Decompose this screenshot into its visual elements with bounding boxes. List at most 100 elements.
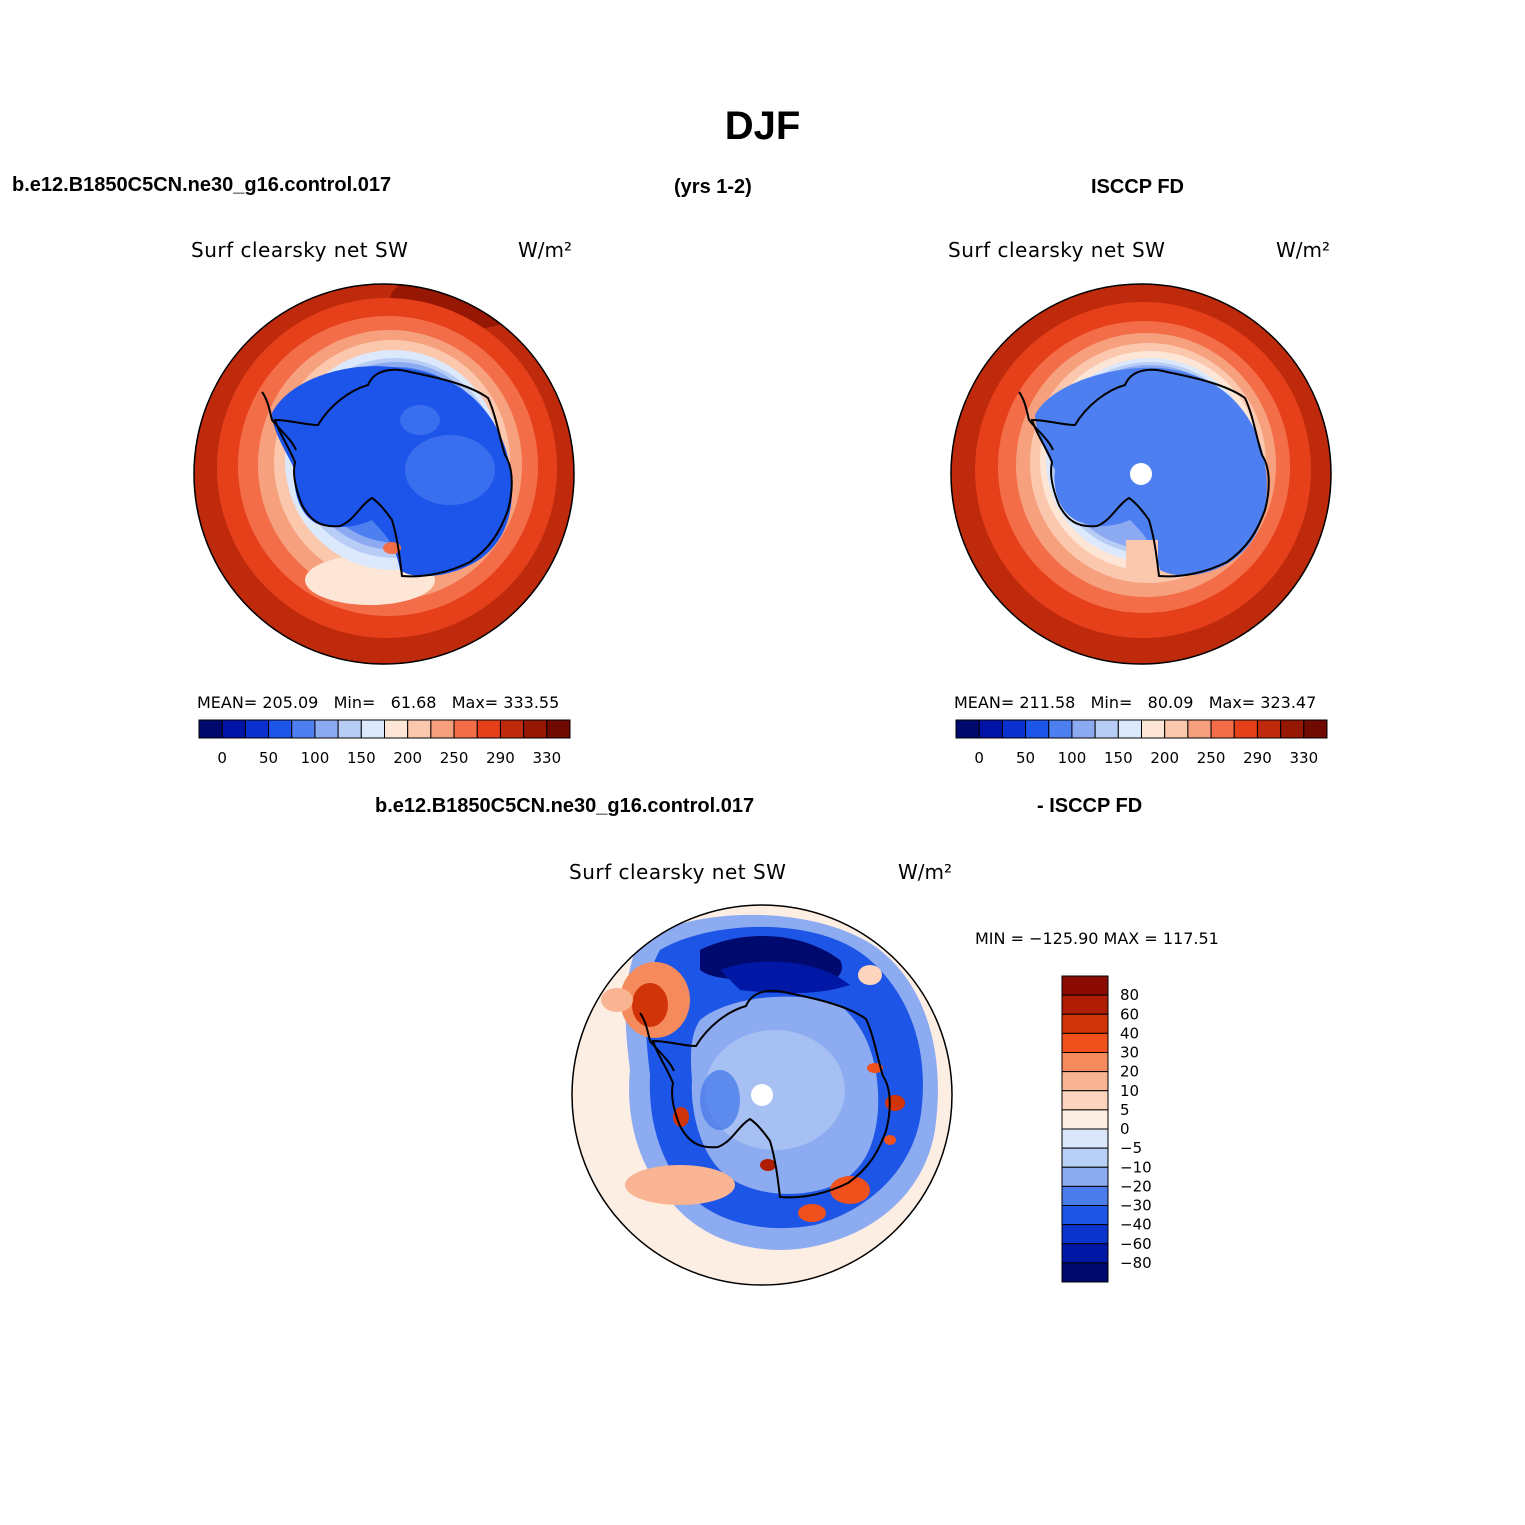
model-colorbar: 0 50 100 150 200 250 290 330 [198, 719, 571, 767]
model-colorbar-tick-label: 330 [532, 749, 561, 767]
model-panel-units: W/m² [518, 238, 573, 262]
obs-colorbar: 0 50 100 150 200 250 290 330 [955, 719, 1328, 767]
diff-colorbar-swatch [1061, 1109, 1109, 1130]
model-colorbar-swatch [221, 719, 246, 739]
model-map-border [193, 283, 575, 665]
diff-colorbar-swatch [1061, 1071, 1109, 1092]
obs-colorbar-tick-label: 290 [1243, 749, 1272, 767]
model-colorbar-swatch [360, 719, 385, 739]
diff-colorbar-swatch [1061, 1243, 1109, 1264]
diff-colorbar-tick-label: 0 [1120, 1120, 1130, 1138]
diff-colorbar-tick-label: −5 [1120, 1139, 1142, 1157]
diff-colorbar-swatch [1061, 1262, 1109, 1283]
diff-map-border [571, 904, 953, 1286]
model-colorbar-tick-label: 250 [440, 749, 469, 767]
obs-colorbar-tick-label: 250 [1197, 749, 1226, 767]
years-label: (yrs 1-2) [674, 176, 752, 198]
obs-min-value: 80.09 [1147, 693, 1194, 712]
diff-colorbar-tick-label: −10 [1120, 1158, 1152, 1176]
obs-colorbar-swatch [1280, 719, 1305, 739]
obs-panel-title: Surf clearsky net SW [948, 238, 1166, 262]
diff-colorbar-swatch [1061, 1185, 1109, 1206]
diff-colorbar-tick-label: −20 [1120, 1177, 1152, 1195]
diff-colorbar-swatch [1061, 1147, 1109, 1168]
model-colorbar-swatch [268, 719, 293, 739]
diff-colorbar-tick-label: 5 [1120, 1101, 1130, 1119]
model-colorbar-tick-label: 290 [486, 749, 515, 767]
obs-colorbar-swatch [1117, 719, 1142, 739]
diff-coastline [639, 989, 891, 1199]
diff-colorbar-tick-label: 40 [1120, 1024, 1139, 1042]
obs-colorbar-swatch [955, 719, 980, 739]
obs-coastline [1018, 368, 1270, 578]
model-colorbar-swatch [337, 719, 362, 739]
obs-colorbar-swatch [1071, 719, 1096, 739]
model-colorbar-swatch [453, 719, 478, 739]
diff-colorbar-tick-label: −60 [1120, 1235, 1152, 1253]
diff-colorbar-tick-label: −40 [1120, 1216, 1152, 1234]
diff-colorbar-tick-label: 60 [1120, 1005, 1139, 1023]
model-colorbar-tick-label: 50 [259, 749, 278, 767]
obs-colorbar-tick-label: 330 [1289, 749, 1318, 767]
diff-colorbar-swatch [1061, 1128, 1109, 1149]
diff-map [572, 905, 952, 1285]
model-colorbar-swatch [546, 719, 571, 739]
diff-colorbar-swatch [1061, 1013, 1109, 1034]
model-min-label: Min= [333, 693, 376, 712]
obs-map [951, 284, 1331, 664]
model-colorbar-swatch [476, 719, 501, 739]
model-stats: MEAN= 205.09 Min= 61.68 Max= 333.55 [197, 693, 559, 712]
obs-panel-units: W/m² [1276, 238, 1331, 262]
obs-colorbar-swatch [1187, 719, 1212, 739]
obs-colorbar-tick-label: 200 [1150, 749, 1179, 767]
model-colorbar-swatch [407, 719, 432, 739]
diff-colorbar-swatch [1061, 1205, 1109, 1226]
model-panel-title: Surf clearsky net SW [191, 238, 409, 262]
diff-colorbar-swatch [1061, 1052, 1109, 1073]
diff-panel-units: W/m² [898, 860, 953, 884]
model-colorbar-tick-label: 200 [393, 749, 422, 767]
obs-colorbar-swatch [1048, 719, 1073, 739]
diff-colorbar-tick-label: 80 [1120, 986, 1139, 1004]
obs-colorbar-swatch [1303, 719, 1328, 739]
obs-colorbar-swatch [1210, 719, 1235, 739]
model-max-value: 333.55 [503, 693, 560, 712]
diff-colorbar-tick-label: −80 [1120, 1254, 1152, 1272]
obs-colorbar-swatch [1256, 719, 1282, 739]
model-colorbar-swatch [244, 719, 270, 739]
model-colorbar-swatch [499, 719, 525, 739]
model-max-label: Max= [451, 693, 499, 712]
model-colorbar-swatch [384, 719, 409, 739]
model-colorbar-swatch [314, 719, 339, 739]
model-min-value: 61.68 [390, 693, 437, 712]
obs-min-label: Min= [1090, 693, 1133, 712]
model-coastline [261, 368, 513, 578]
top-case-label: b.e12.B1850C5CN.ne30_g16.control.017 [12, 174, 392, 196]
obs-colorbar-swatch [1094, 719, 1119, 739]
obs-map-border [950, 283, 1332, 665]
obs-colorbar-swatch [1233, 719, 1258, 739]
diff-colorbar-swatch [1061, 1032, 1109, 1053]
bottom-obs-label: - ISCCP FD [1037, 795, 1143, 817]
obs-stats: MEAN= 211.58 Min= 80.09 Max= 323.47 [954, 693, 1316, 712]
diff-colorbar-swatch [1061, 1166, 1109, 1187]
model-colorbar-tick-label: 100 [301, 749, 330, 767]
diff-colorbar-tick-label: 20 [1120, 1063, 1139, 1081]
diff-colorbar-swatch [1061, 975, 1109, 996]
obs-colorbar-tick-label: 100 [1058, 749, 1087, 767]
model-map [194, 284, 574, 664]
obs-max-label: Max= [1208, 693, 1256, 712]
diff-minmax: MIN = −125.90 MAX = 117.51 [975, 929, 1219, 948]
model-colorbar-swatch [523, 719, 548, 739]
model-mean-value: 205.09 [262, 693, 319, 712]
obs-colorbar-tick-label: 50 [1016, 749, 1035, 767]
model-colorbar-swatch [291, 719, 316, 739]
diff-colorbar-swatch [1061, 994, 1109, 1015]
model-colorbar-swatch [198, 719, 223, 739]
obs-mean-value: 211.58 [1019, 693, 1076, 712]
model-colorbar-swatch [430, 719, 455, 739]
model-colorbar-tick-label: 0 [217, 749, 227, 767]
model-colorbar-tick-label: 150 [347, 749, 376, 767]
